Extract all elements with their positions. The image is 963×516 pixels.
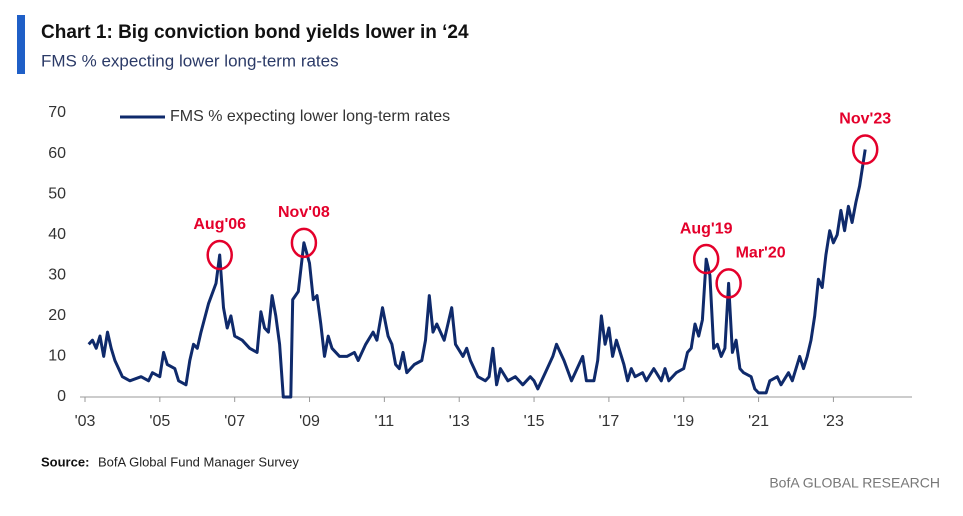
y-tick-label: 10: [48, 348, 66, 365]
x-tick-label: '17: [598, 413, 619, 430]
x-tick-label: '21: [748, 413, 769, 430]
source-label: Source:: [41, 454, 89, 469]
series-line: [87, 149, 867, 399]
legend-label: FMS % expecting lower long-term rates: [170, 108, 450, 125]
y-tick-label: 50: [48, 185, 66, 202]
y-tick-label: 0: [57, 388, 66, 405]
annotation-label: Aug'19: [680, 220, 733, 237]
y-tick-label: 20: [48, 307, 66, 324]
chart-title: Chart 1: Big conviction bond yields lowe…: [41, 22, 469, 43]
x-tick-label: '13: [449, 413, 470, 430]
annotation-circle: [715, 268, 742, 299]
x-tick-label: '11: [375, 413, 395, 430]
x-tick-label: '07: [224, 413, 245, 430]
x-tick-label: '15: [524, 413, 545, 430]
source-text: BofA Global Fund Manager Survey: [98, 454, 299, 469]
annotation-circle: [290, 227, 318, 259]
annotation-label: Nov'08: [278, 204, 330, 221]
title-accent: [17, 15, 25, 74]
y-tick-label: 60: [48, 145, 66, 162]
footer: BofA GLOBAL RESEARCH: [769, 475, 940, 491]
y-tick-label: 30: [48, 267, 66, 284]
annotation-label: Nov'23: [839, 111, 891, 128]
x-tick-label: '19: [673, 413, 694, 430]
x-tick-label: '05: [149, 413, 170, 430]
y-tick-label: 70: [48, 104, 66, 121]
x-tick-label: '09: [299, 413, 320, 430]
x-tick-label: '03: [75, 413, 96, 430]
annotation-circle: [692, 243, 720, 275]
y-tick-label: 40: [48, 226, 66, 243]
annotation-circle: [851, 134, 879, 165]
annotation-label: Aug'06: [193, 216, 246, 233]
annotation-label: Mar'20: [736, 245, 786, 262]
annotation-circle: [206, 239, 233, 271]
x-tick-label: '23: [823, 413, 844, 430]
chart-subtitle: FMS % expecting lower long-term rates: [41, 51, 339, 70]
